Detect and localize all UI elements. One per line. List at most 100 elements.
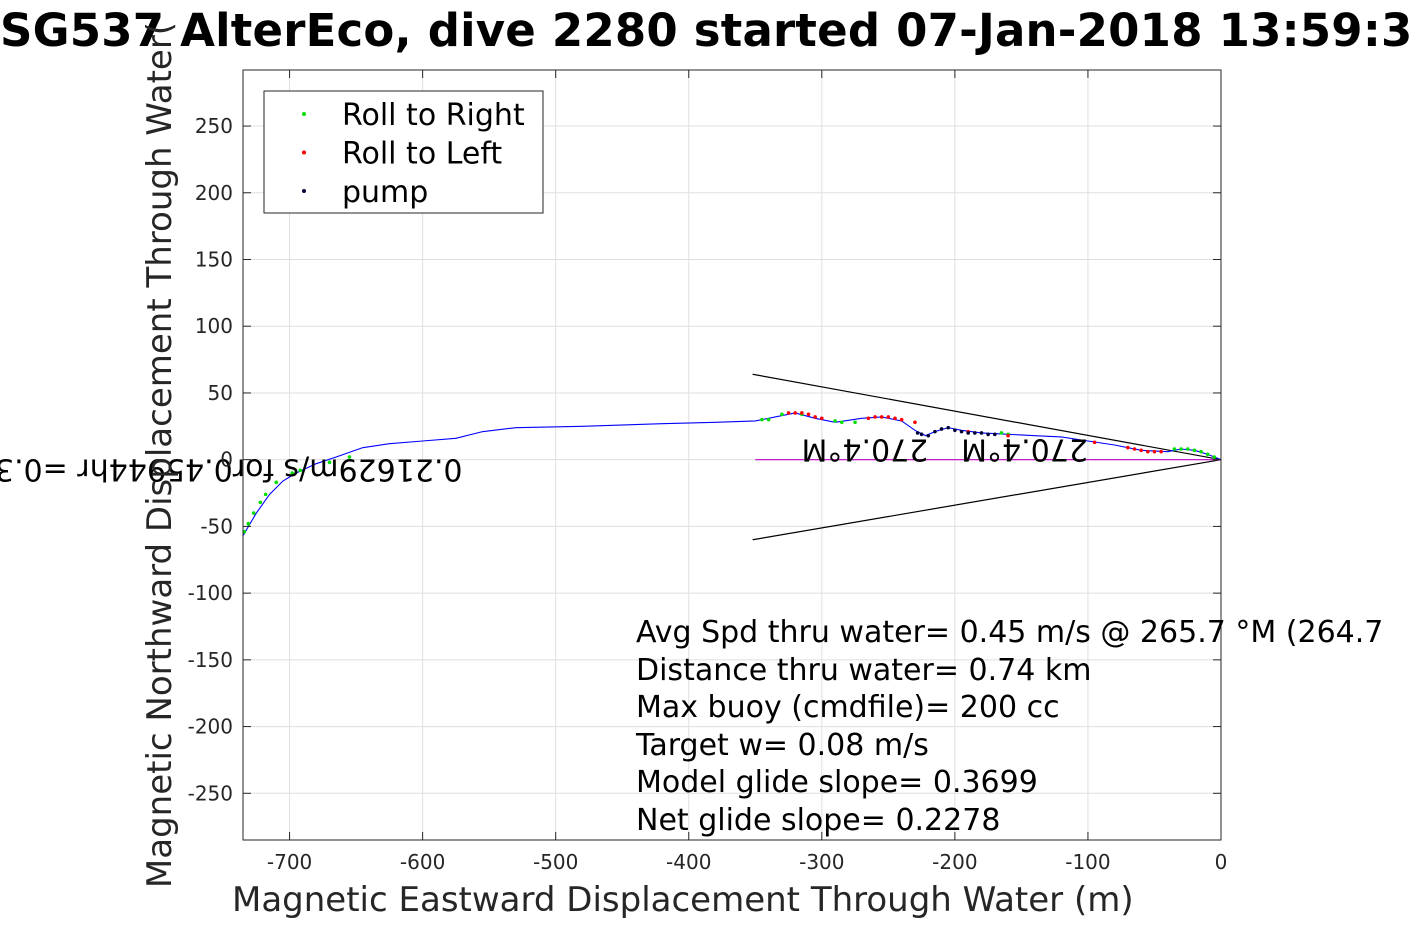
x-tick-label: -100 <box>1065 850 1110 874</box>
roll-to-left-point <box>813 415 817 419</box>
roll-to-left-point <box>793 411 798 415</box>
roll-to-right-point <box>833 419 837 423</box>
roll-to-left-point <box>1146 449 1150 454</box>
y-tick-label: 100 <box>195 314 233 338</box>
roll-to-left-point <box>1126 445 1130 450</box>
legend-label: pump <box>342 175 428 210</box>
roll-to-left-point <box>879 415 884 419</box>
roll-to-right-point <box>274 480 279 485</box>
stat-avg-speed: Avg Spd thru water= 0.45 m/s @ 265.7 °M … <box>636 615 1384 650</box>
y-tick-label: 200 <box>195 181 233 205</box>
stat-model-glide: Model glide slope= 0.3699 <box>636 765 1038 801</box>
roll-to-right-point <box>263 492 268 497</box>
pump-point <box>953 428 957 433</box>
pump-point <box>939 427 944 431</box>
roll-to-left-point <box>1139 448 1143 453</box>
roll-to-left-point <box>893 416 897 421</box>
stat-target-w: Target w= 0.08 m/s <box>636 727 929 763</box>
x-tick-label: -700 <box>267 850 312 874</box>
roll-to-right-point <box>760 417 764 422</box>
roll-to-left-point <box>800 411 804 415</box>
roll-to-right-point <box>246 521 251 526</box>
ticks: -700 -600 -500 -400 -300 -200 -100 025020015010… <box>188 70 1228 874</box>
x-tick-label: -300 <box>799 850 844 874</box>
roll-to-right-point <box>258 500 263 505</box>
data-points <box>242 411 1217 534</box>
roll-to-left-point <box>886 415 891 419</box>
x-tick-label: -200 <box>932 850 977 874</box>
legend-marker <box>302 112 306 116</box>
stat-max-buoy: Max buoy (cmdfile)= 200 cc <box>636 690 1060 726</box>
annotation-text: 270.4°M <box>801 432 928 467</box>
pump-point <box>926 433 931 438</box>
pump-point <box>966 431 970 435</box>
axes-box <box>242 69 1222 841</box>
legend-box <box>263 90 544 214</box>
pump-point <box>946 425 951 430</box>
x-tick-label: -500 <box>533 850 578 874</box>
y-tick-label: 150 <box>195 247 233 271</box>
roll-to-right-point <box>853 420 857 425</box>
y-tick-label: 0 <box>220 448 233 472</box>
y-tick-label: -250 <box>188 781 233 805</box>
y-tick-label: -150 <box>188 648 233 672</box>
y-tick-label: 50 <box>208 381 233 405</box>
roll-to-right-point <box>780 412 784 417</box>
roll-to-right-point <box>1185 447 1190 451</box>
y-tick-label: -200 <box>188 715 233 739</box>
pump-point <box>986 432 990 437</box>
pump-point <box>915 431 920 435</box>
legend-label: Roll to Left <box>342 137 502 172</box>
cone-line <box>752 459 1222 541</box>
roll-to-right-point <box>766 417 771 422</box>
roll-to-right-point <box>298 468 303 473</box>
annotation-text: 270.4°M <box>961 432 1088 467</box>
y-tick-label: -100 <box>188 581 233 605</box>
roll-to-left-point <box>1132 447 1137 451</box>
roll-to-right-point <box>999 431 1004 435</box>
pump-point <box>973 431 977 435</box>
y-tick-label: -50 <box>200 514 233 538</box>
x-tick-label: -400 <box>666 850 711 874</box>
roll-to-left-point <box>1092 440 1097 445</box>
roll-to-left-point <box>1006 433 1010 438</box>
roll-to-left-point <box>1159 449 1163 454</box>
roll-to-right-point <box>1205 452 1210 457</box>
annotation-text: 0.21629m/s for0.45944hr =0.35774km <box>0 452 463 487</box>
roll-to-right-point <box>1192 448 1197 453</box>
roll-to-left-point <box>820 416 824 421</box>
pump-point <box>979 431 984 435</box>
roll-to-right-point <box>290 471 295 475</box>
roll-to-right-point <box>839 420 844 425</box>
pump-point <box>959 429 964 434</box>
chart-title: SG537 AlterEco, dive 2280 started 07-Jan… <box>0 4 1413 57</box>
roll-to-left-point <box>786 411 791 415</box>
roll-to-left-point <box>873 415 877 419</box>
x-tick-label: -600 <box>400 850 445 874</box>
roll-to-left-point <box>806 412 811 417</box>
roll-to-right-point <box>1172 447 1177 451</box>
x-tick-label: 0 <box>1215 850 1228 874</box>
pump-point <box>919 432 924 437</box>
roll-to-left-point <box>913 420 917 425</box>
roll-to-right-point <box>347 455 352 459</box>
stats-panel: Avg Spd thru water= 0.45 m/s @ 265.7 °M … <box>636 614 1383 840</box>
legend-marker <box>302 150 306 155</box>
roll-to-left-point <box>1152 449 1157 454</box>
legend-marker <box>302 189 306 193</box>
y-tick-label: 250 <box>195 114 233 138</box>
roll-to-left-point <box>866 416 871 421</box>
stat-net-glide: Net glide slope= 0.2278 <box>636 802 1001 838</box>
roll-to-right-point <box>251 511 256 515</box>
legend-label: Roll to Right <box>342 98 525 133</box>
roll-to-left-point <box>899 417 904 422</box>
cone-lines <box>752 373 1222 541</box>
y-axis-label: Magnetic Northward Displacement Through … <box>140 21 180 889</box>
roll-to-right-point <box>327 460 332 465</box>
annotations: 0.21629m/s for0.45944hr =0.35774km 270.4°… <box>0 432 1088 487</box>
pump-point <box>933 429 937 434</box>
roll-to-right-point <box>1212 455 1217 459</box>
roll-to-right-point <box>1199 449 1203 454</box>
